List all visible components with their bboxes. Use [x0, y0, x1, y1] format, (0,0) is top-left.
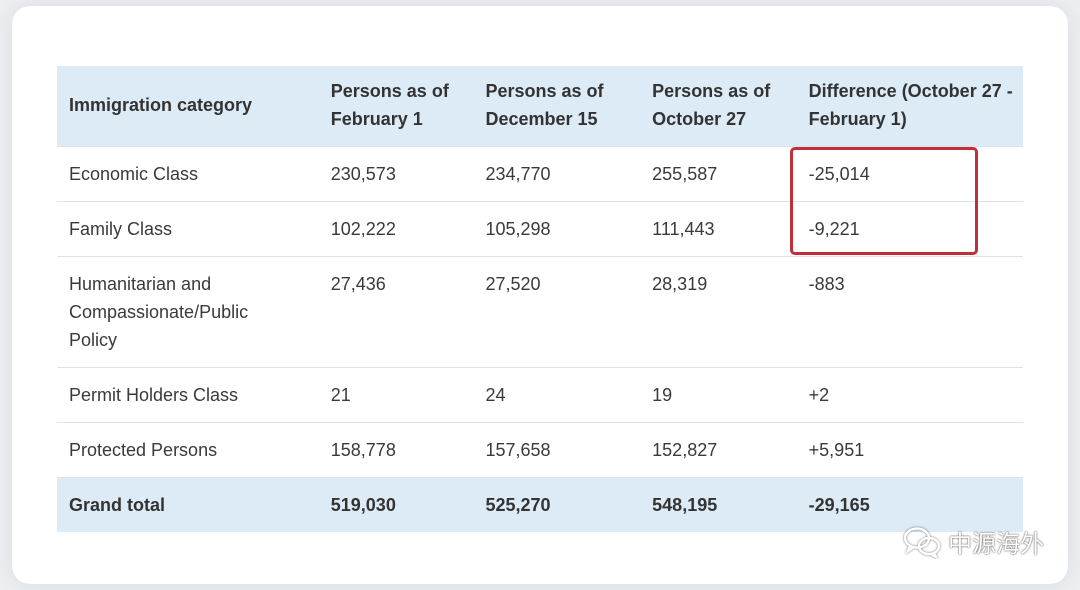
header-persons-february-1: Persons as of February 1 — [330, 81, 449, 129]
header-difference: Difference (October 27 - February 1) — [808, 81, 1013, 129]
value-cell: 27,520 — [485, 256, 653, 368]
value-cell: 27,436 — [330, 256, 486, 368]
value-cell: 230,573 — [330, 146, 486, 202]
value-cell: 111,443 — [652, 201, 809, 257]
value-cell: 152,827 — [652, 422, 809, 478]
category-cell: Protected Persons — [57, 422, 331, 478]
watermark-text: 中源海外 — [948, 530, 1044, 558]
immigration-table: Immigration category Persons as of Febru… — [57, 66, 1023, 532]
table-row: Humanitarian and Compassionate/Public Po… — [57, 256, 1023, 368]
wechat-icon — [903, 526, 941, 559]
value-cell: 255,587 — [652, 146, 809, 202]
category-cell: Economic Class — [57, 146, 331, 202]
value-cell: 21 — [330, 367, 486, 423]
total-value-cell: 548,195 — [652, 477, 809, 532]
table-row: Family Class 102,222 105,298 111,443 -9,… — [57, 201, 1023, 257]
header-immigration-category: Immigration category — [69, 95, 253, 115]
highlight-box — [790, 147, 978, 255]
category-cell: Permit Holders Class — [57, 367, 331, 423]
difference-cell: +5,951 — [808, 422, 1023, 478]
header-persons-december-15: Persons as of December 15 — [485, 81, 604, 129]
value-cell: 102,222 — [330, 201, 486, 257]
category-cell: Family Class — [57, 201, 331, 257]
table-row: Economic Class 230,573 234,770 255,587 -… — [57, 146, 1023, 202]
total-value-cell: 525,270 — [485, 477, 653, 532]
watermark: 中源海外 — [902, 524, 1044, 559]
value-cell: 234,770 — [485, 146, 653, 202]
total-difference-cell: -29,165 — [808, 477, 1023, 532]
difference-cell: -9,221 — [808, 201, 1023, 257]
table-row: Permit Holders Class 21 24 19 +2 — [57, 367, 1023, 423]
difference-cell: -883 — [808, 256, 1023, 368]
value-cell: 158,778 — [330, 422, 486, 478]
category-cell: Humanitarian and Compassionate/Public Po… — [57, 256, 331, 368]
table-row: Protected Persons 158,778 157,658 152,82… — [57, 422, 1023, 478]
value-cell: 24 — [485, 367, 653, 423]
table-header-row: Immigration category Persons as of Febru… — [57, 66, 1023, 147]
difference-cell: +2 — [808, 367, 1023, 423]
value-cell: 105,298 — [485, 201, 653, 257]
total-label-cell: Grand total — [57, 477, 331, 532]
total-value-cell: 519,030 — [330, 477, 486, 532]
value-cell: 157,658 — [485, 422, 653, 478]
header-persons-october-27: Persons as of October 27 — [652, 81, 771, 129]
value-cell: 19 — [652, 367, 809, 423]
grand-total-row: Grand total 519,030 525,270 548,195 -29,… — [57, 477, 1023, 532]
value-cell: 28,319 — [652, 256, 809, 368]
